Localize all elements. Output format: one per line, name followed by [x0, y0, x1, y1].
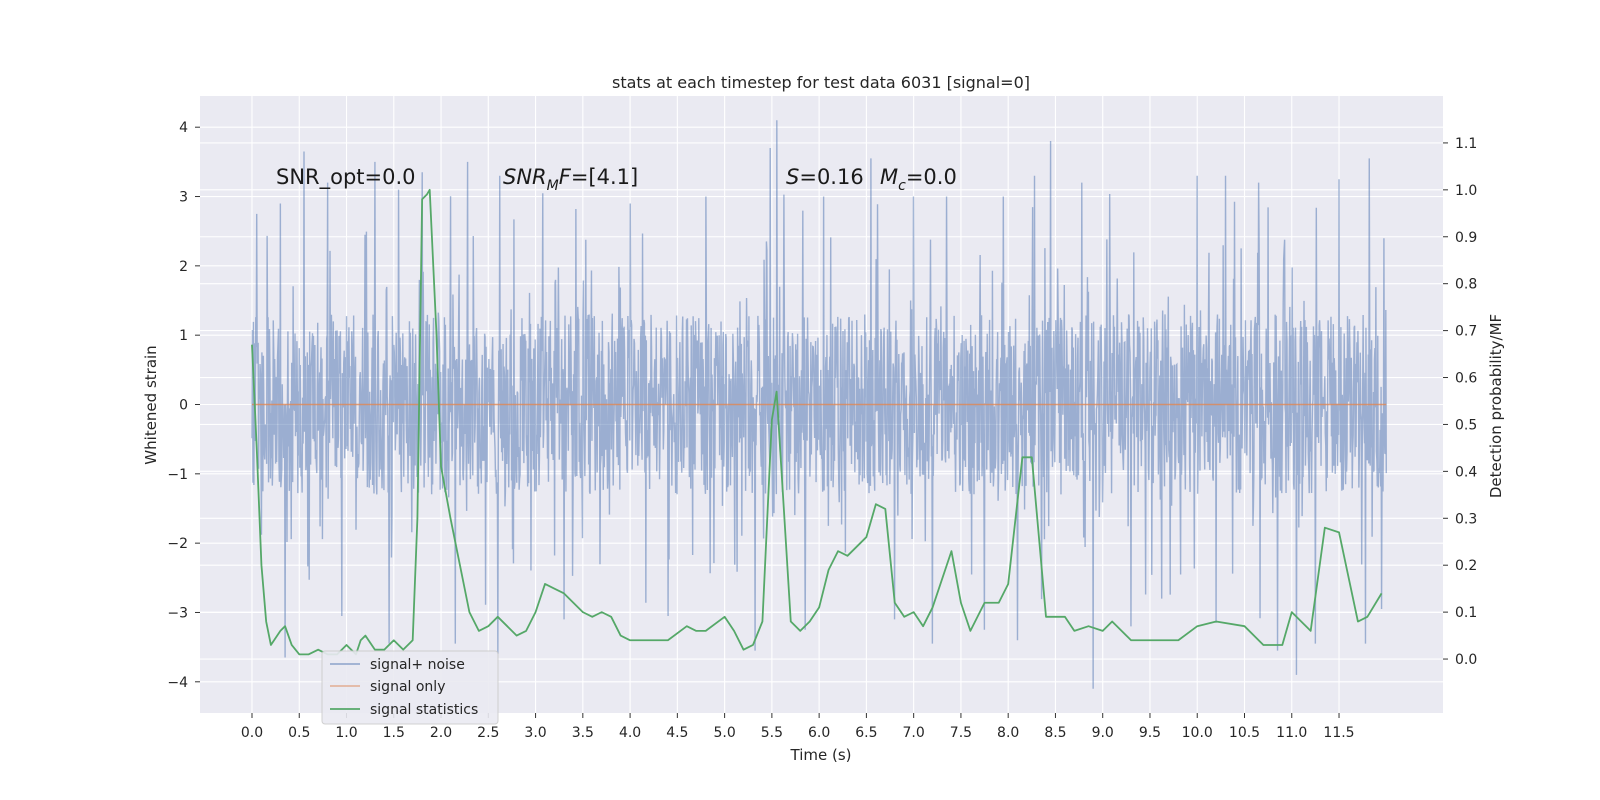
x-tick-label: 9.5 [1139, 725, 1161, 741]
y2-tick-label: 0.7 [1455, 324, 1477, 340]
x-tick-label: 3.0 [524, 725, 546, 741]
y2-tick-label: 1.0 [1455, 183, 1477, 199]
annotation-mc-sub: c [898, 178, 906, 194]
x-tick-label: 2.5 [477, 725, 499, 741]
y2-tick-label: 0.4 [1455, 464, 1477, 480]
x-tick-label: 6.5 [855, 725, 877, 741]
x-tick-label: 7.0 [903, 725, 925, 741]
annotation-mc-value: =0.0 [906, 165, 957, 189]
y-tick-label: −3 [167, 605, 188, 621]
x-tick-label: 1.5 [383, 725, 405, 741]
series-signal-statistics [251, 188, 1383, 656]
y2-tick-label: 0.5 [1455, 417, 1477, 433]
y2-tick-label: 0.3 [1455, 511, 1477, 527]
x-tick-label: 11.5 [1323, 725, 1354, 741]
y-tick-label: −2 [167, 536, 188, 552]
annotation-mc: Mc=0.0 [880, 165, 957, 194]
x-tick-label: 2.0 [430, 725, 452, 741]
annotation-snr-opt: SNR_opt=0.0 [276, 165, 416, 190]
y-tick-label: 0 [179, 398, 188, 414]
x-tick-label: 6.0 [808, 725, 830, 741]
x-tick-label: 4.5 [666, 725, 688, 741]
legend: signal+ noise signal only signal statist… [321, 650, 499, 725]
x-tick-label: 10.5 [1229, 725, 1260, 741]
x-tick-label: 1.0 [335, 725, 357, 741]
y-tick-label: 1 [179, 328, 188, 344]
signal-statistics-line [251, 188, 1383, 656]
series-signal-plus-noise [251, 120, 1387, 689]
x-axis-title: Time (s) [790, 746, 852, 764]
y2-tick-label: 0.6 [1455, 371, 1477, 387]
y-tick-label: −4 [167, 675, 188, 691]
signal-plus-noise-line [251, 120, 1387, 689]
y2-tick-label: 0.2 [1455, 558, 1477, 574]
legend-box [321, 650, 499, 725]
x-tick-label: 5.5 [761, 725, 783, 741]
legend-label-signal-only: signal only [370, 679, 445, 695]
y-tick-label: 3 [179, 190, 188, 206]
annotation-snr-mf-prefix: SNR [503, 165, 547, 189]
y2-tick-label: 0.8 [1455, 277, 1477, 293]
x-tick-label: 8.0 [997, 725, 1019, 741]
y2-axis-title: Detection probability/MF [1487, 314, 1505, 498]
y2-tick-label: 0.9 [1455, 230, 1477, 246]
annotation-snr-mf-value: =[4.1] [571, 165, 638, 189]
x-tick-label: 0.0 [241, 725, 263, 741]
chart-title: stats at each timestep for test data 603… [612, 73, 1030, 92]
y2-tick-label: 0.1 [1455, 605, 1477, 621]
x-tick-label: 0.5 [288, 725, 310, 741]
x-tick-label: 11.0 [1276, 725, 1307, 741]
x-tick-label: 9.0 [1092, 725, 1114, 741]
annotation-snr-mf-sub: M [547, 178, 559, 194]
y-tick-label: 2 [179, 259, 188, 275]
annotation-s-value: =0.16 [799, 165, 863, 189]
y-tick-label: −1 [167, 467, 188, 483]
axis-ticks: 0.0 0.5 1.0 1.5 2.0 2.5 3.0 3.5 4.0 4.5 5.0 5.5 6.0 6… [167, 120, 1477, 741]
x-tick-label: 3.5 [572, 725, 594, 741]
legend-label-signal-plus-noise: signal+ noise [370, 657, 465, 673]
annotation-s: S=0.16 [786, 165, 864, 189]
annotation-snr-mf-rest-f: F [559, 165, 572, 189]
x-tick-label: 4.0 [619, 725, 641, 741]
annotation-mc-name: M [880, 165, 898, 189]
annotation-snr-mf: SNRMF=[4.1] [503, 165, 638, 194]
legend-label-signal-statistics: signal statistics [370, 702, 478, 718]
x-tick-label: 10.0 [1182, 725, 1213, 741]
x-tick-label: 7.5 [950, 725, 972, 741]
y2-tick-label: 0.0 [1455, 652, 1477, 668]
y-tick-label: 4 [179, 120, 188, 136]
x-tick-label: 5.0 [713, 725, 735, 741]
y-axis-title: Whitened strain [142, 345, 160, 464]
annotation-s-name: S [786, 165, 799, 189]
y2-tick-label: 1.1 [1455, 136, 1477, 152]
x-tick-label: 8.5 [1044, 725, 1066, 741]
